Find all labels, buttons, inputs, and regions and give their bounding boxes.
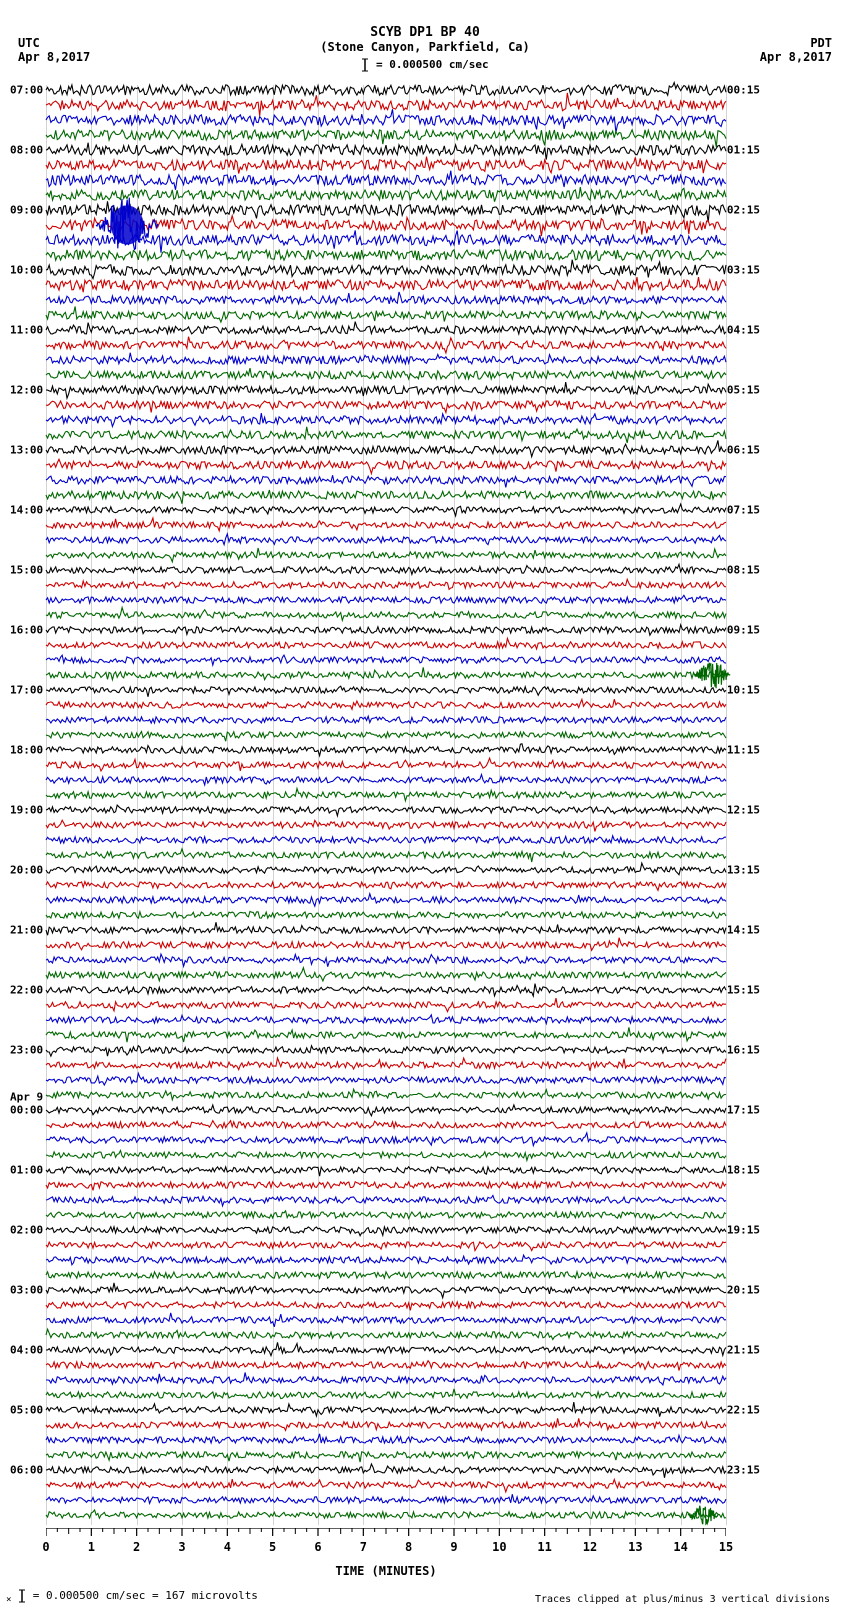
station-location: (Stone Canyon, Parkfield, Ca) <box>0 40 850 54</box>
pdt-hour-label: 00:15 <box>727 84 760 97</box>
scale-note: = 0.000500 cm/sec <box>0 58 850 72</box>
pdt-hour-label: 21:15 <box>727 1344 760 1357</box>
x-tick-label: 11 <box>537 1540 551 1554</box>
seismic-event <box>96 197 158 253</box>
pdt-hour-label: 04:15 <box>727 324 760 337</box>
pdt-hour-label: 01:15 <box>727 144 760 157</box>
utc-hour-label: 12:00 <box>10 384 43 397</box>
utc-hour-label: 18:00 <box>10 744 43 757</box>
x-tick-label: 1 <box>88 1540 95 1554</box>
pdt-hour-label: 23:15 <box>727 1464 760 1477</box>
utc-hour-label: 10:00 <box>10 264 43 277</box>
utc-hour-label: 20:00 <box>10 864 43 877</box>
seismic-event <box>688 1505 719 1525</box>
utc-hour-label: 13:00 <box>10 444 43 457</box>
pdt-hour-label: 15:15 <box>727 984 760 997</box>
utc-hour-label: 06:00 <box>10 1464 43 1477</box>
seismic-event <box>695 661 730 689</box>
pdt-hour-label: 02:15 <box>727 204 760 217</box>
x-tick-label: 15 <box>719 1540 733 1554</box>
pdt-hour-label: 14:15 <box>727 924 760 937</box>
utc-hour-label: 22:00 <box>10 984 43 997</box>
pdt-hour-label: 11:15 <box>727 744 760 757</box>
utc-hour-label: 04:00 <box>10 1344 43 1357</box>
x-axis: TIME (MINUTES) 0123456789101112131415 <box>46 1528 726 1578</box>
utc-hour-label: 19:00 <box>10 804 43 817</box>
pdt-hour-label: 18:15 <box>727 1164 760 1177</box>
x-tick-label: 7 <box>360 1540 367 1554</box>
pdt-hour-label: 19:15 <box>727 1224 760 1237</box>
x-tick-label: 9 <box>450 1540 457 1554</box>
utc-hour-label: 11:00 <box>10 324 43 337</box>
pdt-date: Apr 8,2017 <box>760 50 832 64</box>
x-tick-label: 13 <box>628 1540 642 1554</box>
seismogram-container: SCYB DP1 BP 40 (Stone Canyon, Parkfield,… <box>0 0 850 1613</box>
utc-hour-label: 07:00 <box>10 84 43 97</box>
pdt-hour-label: 13:15 <box>727 864 760 877</box>
x-tick-label: 3 <box>178 1540 185 1554</box>
station-title: SCYB DP1 BP 40 <box>0 25 850 40</box>
header: SCYB DP1 BP 40 (Stone Canyon, Parkfield,… <box>0 0 850 72</box>
footer-left: × = 0.000500 cm/sec = 167 microvolts <box>6 1589 258 1605</box>
x-tick-label: 10 <box>492 1540 506 1554</box>
pdt-hour-label: 09:15 <box>727 624 760 637</box>
utc-hour-label: 03:00 <box>10 1284 43 1297</box>
utc-hour-label: 09:00 <box>10 204 43 217</box>
pdt-label: PDT <box>810 36 832 50</box>
utc-hour-label: 17:00 <box>10 684 43 697</box>
x-tick-label: 4 <box>224 1540 231 1554</box>
pdt-hour-label: 06:15 <box>727 444 760 457</box>
pdt-hour-label: 16:15 <box>727 1044 760 1057</box>
utc-hour-label: 16:00 <box>10 624 43 637</box>
pdt-hour-label: 20:15 <box>727 1284 760 1297</box>
utc-hour-label: 00:00 <box>10 1104 43 1117</box>
utc-hour-label: 01:00 <box>10 1164 43 1177</box>
pdt-hour-label: 08:15 <box>727 564 760 577</box>
pdt-hour-label: 22:15 <box>727 1404 760 1417</box>
x-tick-label: 8 <box>405 1540 412 1554</box>
utc-hour-label: 02:00 <box>10 1224 43 1237</box>
utc-hour-label: 05:00 <box>10 1404 43 1417</box>
utc-label: UTC <box>18 36 40 50</box>
x-tick-label: 2 <box>133 1540 140 1554</box>
x-tick-label: 0 <box>42 1540 49 1554</box>
x-tick-label: 6 <box>314 1540 321 1554</box>
utc-hour-label: 14:00 <box>10 504 43 517</box>
day-change-label: Apr 9 <box>10 1091 43 1104</box>
pdt-hour-label: 12:15 <box>727 804 760 817</box>
x-axis-ticks <box>46 1528 726 1542</box>
x-axis-label: TIME (MINUTES) <box>46 1564 726 1578</box>
utc-hour-label: 15:00 <box>10 564 43 577</box>
utc-hour-label: 23:00 <box>10 1044 43 1057</box>
utc-hour-label: 08:00 <box>10 144 43 157</box>
x-tick-label: 5 <box>269 1540 276 1554</box>
plot-area <box>46 85 726 1525</box>
pdt-hour-label: 05:15 <box>727 384 760 397</box>
x-tick-label: 12 <box>583 1540 597 1554</box>
utc-date: Apr 8,2017 <box>18 50 90 64</box>
pdt-hour-label: 03:15 <box>727 264 760 277</box>
pdt-hour-label: 07:15 <box>727 504 760 517</box>
pdt-hour-label: 10:15 <box>727 684 760 697</box>
x-tick-label: 14 <box>673 1540 687 1554</box>
footer-right: Traces clipped at plus/minus 3 vertical … <box>535 1594 830 1605</box>
trace-row <box>46 1500 726 1530</box>
utc-hour-label: 21:00 <box>10 924 43 937</box>
pdt-hour-label: 17:15 <box>727 1104 760 1117</box>
